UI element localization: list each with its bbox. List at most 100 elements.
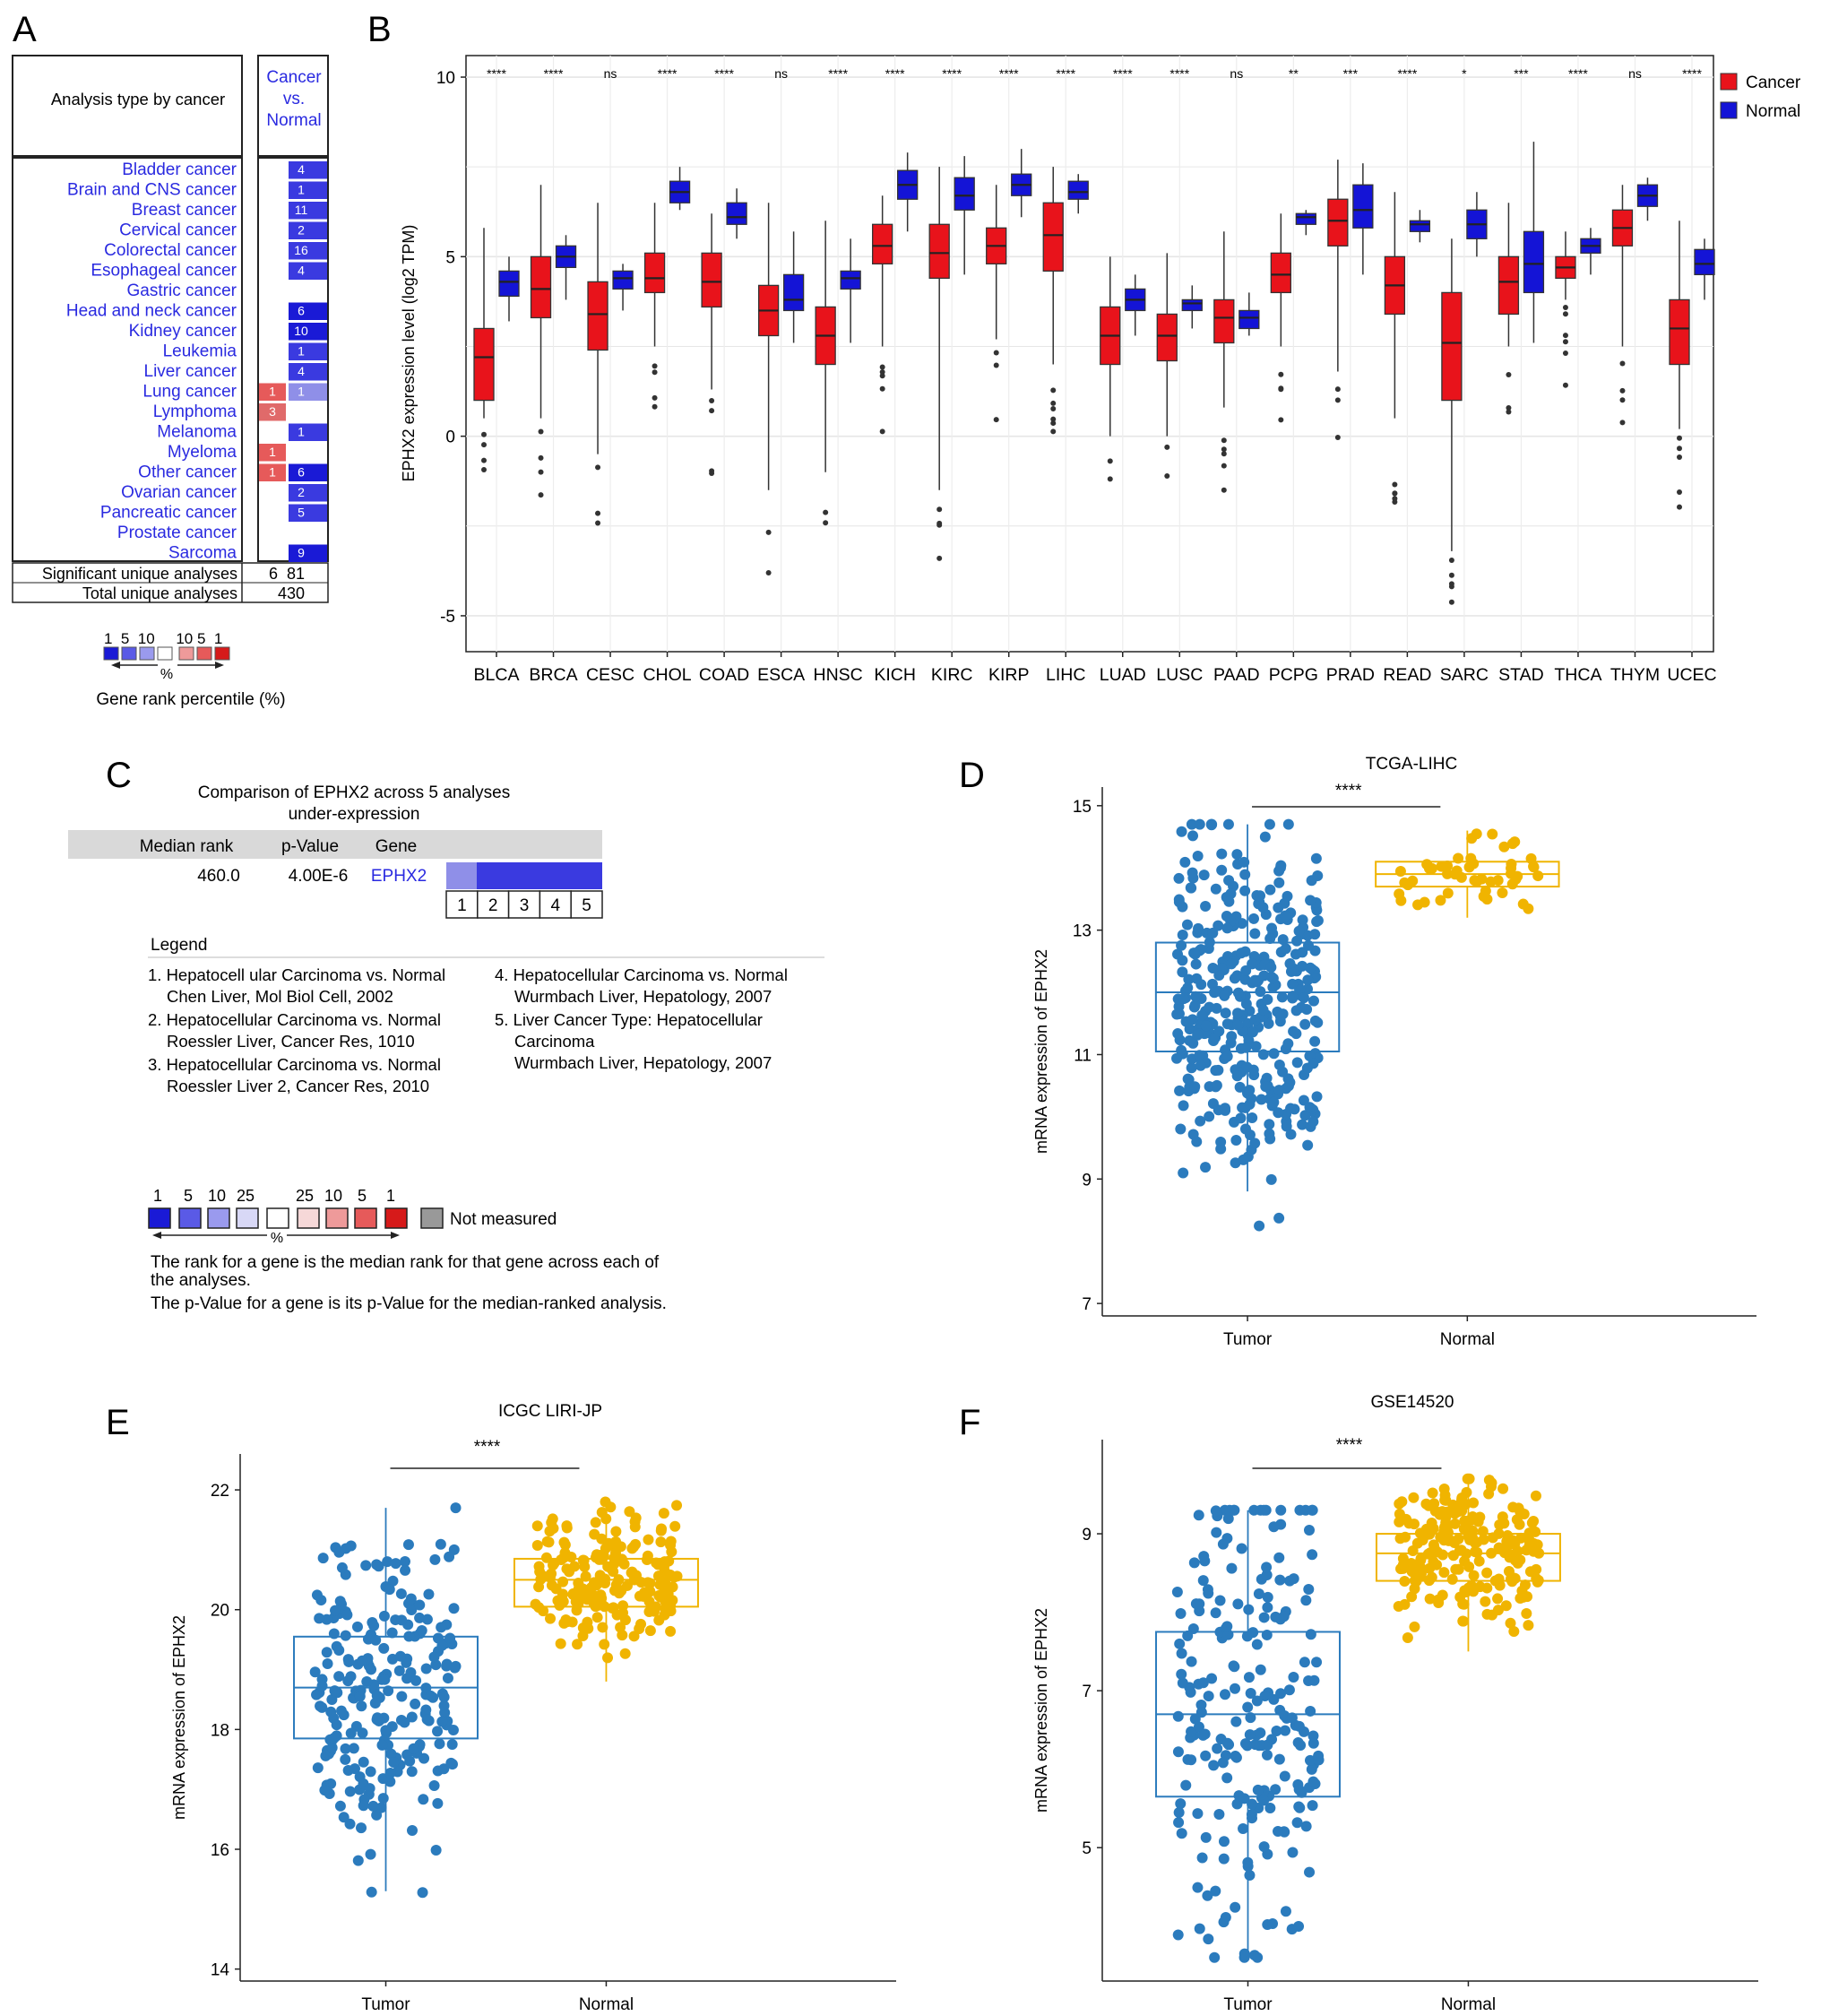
data-point xyxy=(1260,1081,1272,1093)
data-point xyxy=(1409,1621,1420,1632)
data-point xyxy=(1483,1475,1495,1486)
data-point xyxy=(1194,1050,1205,1061)
cancer-row-label[interactable]: Prostate cancer xyxy=(117,523,237,542)
c-scale-number: 25 xyxy=(296,1187,314,1205)
data-point xyxy=(1203,1691,1214,1702)
cell-underexpression-count: 4 xyxy=(298,264,305,278)
data-point xyxy=(1515,1593,1526,1605)
cancer-row-label[interactable]: Cervical cancer xyxy=(119,221,237,240)
data-point xyxy=(1200,1831,1212,1843)
data-point xyxy=(1258,1841,1270,1853)
data-point xyxy=(378,1610,390,1622)
data-point xyxy=(361,1675,373,1687)
cancer-row-label[interactable]: Breast cancer xyxy=(132,201,237,220)
data-point xyxy=(1232,1598,1244,1610)
x-tick-label: Normal xyxy=(579,1995,634,2014)
cancer-row-label[interactable]: Pancreatic cancer xyxy=(100,504,237,523)
data-point xyxy=(590,1517,601,1528)
cancer-row-label[interactable]: Ovarian cancer xyxy=(121,483,237,502)
data-point xyxy=(1411,1537,1423,1549)
data-point xyxy=(379,1674,391,1685)
data-point xyxy=(438,1700,450,1711)
data-point xyxy=(1239,1738,1251,1750)
data-point xyxy=(1176,1044,1187,1056)
data-point xyxy=(1530,1490,1541,1501)
data-point xyxy=(1287,978,1299,990)
data-point xyxy=(1197,1677,1209,1689)
data-point xyxy=(1255,986,1266,998)
data-point xyxy=(1273,1107,1284,1119)
cell-underexpression-count: 6 xyxy=(298,304,305,318)
data-point xyxy=(335,1705,347,1717)
c-gene-link[interactable]: EPHX2 xyxy=(371,867,427,886)
x-tick-label: BRCA xyxy=(529,665,577,685)
cancer-row-label[interactable]: Gastric cancer xyxy=(127,281,237,300)
cancer-row-label[interactable]: Brain and CNS cancer xyxy=(67,181,237,200)
outlier-point xyxy=(1392,496,1398,502)
data-point xyxy=(1285,1103,1297,1114)
cancer-row-label[interactable]: Melanoma xyxy=(157,423,237,442)
data-point xyxy=(1276,991,1288,1003)
data-point xyxy=(1259,1691,1271,1702)
data-point xyxy=(589,1577,600,1588)
outlier-point xyxy=(1392,490,1398,497)
data-point xyxy=(425,1690,436,1701)
data-point xyxy=(1302,983,1314,995)
cancer-row-label[interactable]: Sarcoma xyxy=(168,544,237,563)
outlier-point xyxy=(1562,339,1568,345)
data-point xyxy=(1218,1853,1230,1865)
data-point xyxy=(366,1664,377,1675)
cancer-row-label[interactable]: Lymphoma xyxy=(153,402,237,421)
outlier-point xyxy=(1677,446,1682,452)
normal-box xyxy=(498,270,520,298)
data-point xyxy=(1285,1129,1297,1140)
data-point xyxy=(1304,1866,1316,1878)
data-point xyxy=(1258,1612,1270,1623)
data-point xyxy=(1399,1598,1411,1610)
data-point xyxy=(1249,1138,1261,1149)
data-point xyxy=(1209,987,1221,999)
c-scale-number: 5 xyxy=(358,1187,367,1205)
outlier-point xyxy=(1221,487,1227,493)
cancer-row-label[interactable]: Head and neck cancer xyxy=(66,302,237,321)
data-point xyxy=(1275,1688,1287,1700)
panel-c-comparison: Comparison of EPHX2 across 5 analyses un… xyxy=(68,783,824,1313)
outlier-point xyxy=(1448,584,1454,590)
cancer-row-label[interactable]: Leukemia xyxy=(163,342,237,361)
data-point xyxy=(1489,1575,1501,1587)
data-point xyxy=(1282,818,1294,830)
data-point xyxy=(417,1887,428,1899)
data-point xyxy=(399,1717,410,1728)
data-point xyxy=(1172,1710,1184,1722)
data-point xyxy=(396,1614,408,1626)
cancer-row-label[interactable]: Esophageal cancer xyxy=(91,262,237,281)
data-point xyxy=(1238,856,1250,868)
cancer-row-label[interactable]: Kidney cancer xyxy=(129,322,237,341)
data-point xyxy=(557,1576,569,1588)
significance-label: **** xyxy=(885,66,905,81)
data-point xyxy=(445,1757,457,1769)
cancer-row-label[interactable]: Liver cancer xyxy=(144,362,237,381)
data-point xyxy=(444,1551,455,1562)
cancer-row-label[interactable]: Other cancer xyxy=(138,463,237,482)
y-axis-label: mRNA expression of EPHX2 xyxy=(1032,949,1050,1154)
data-point xyxy=(1273,1085,1285,1096)
x-tick-label: LUAD xyxy=(1100,665,1146,685)
data-point xyxy=(626,1543,638,1554)
c-scale-number: 5 xyxy=(184,1187,193,1205)
y-tick-label: 0 xyxy=(445,428,455,447)
data-point xyxy=(1186,818,1197,830)
significance-label: **** xyxy=(1568,66,1588,81)
data-point xyxy=(1255,1664,1266,1675)
cancer-row-label[interactable]: Myeloma xyxy=(168,443,237,462)
cancer-row-label[interactable]: Lung cancer xyxy=(142,383,237,402)
data-point xyxy=(1173,872,1185,884)
significance-label: **** xyxy=(1113,66,1133,81)
cancer-row-label[interactable]: Colorectal cancer xyxy=(104,241,237,260)
cancer-row-label[interactable]: Bladder cancer xyxy=(122,160,237,179)
data-point xyxy=(1471,828,1482,840)
data-point xyxy=(1232,987,1244,999)
scale-a-swatch xyxy=(214,646,230,661)
data-point xyxy=(1287,1847,1299,1858)
